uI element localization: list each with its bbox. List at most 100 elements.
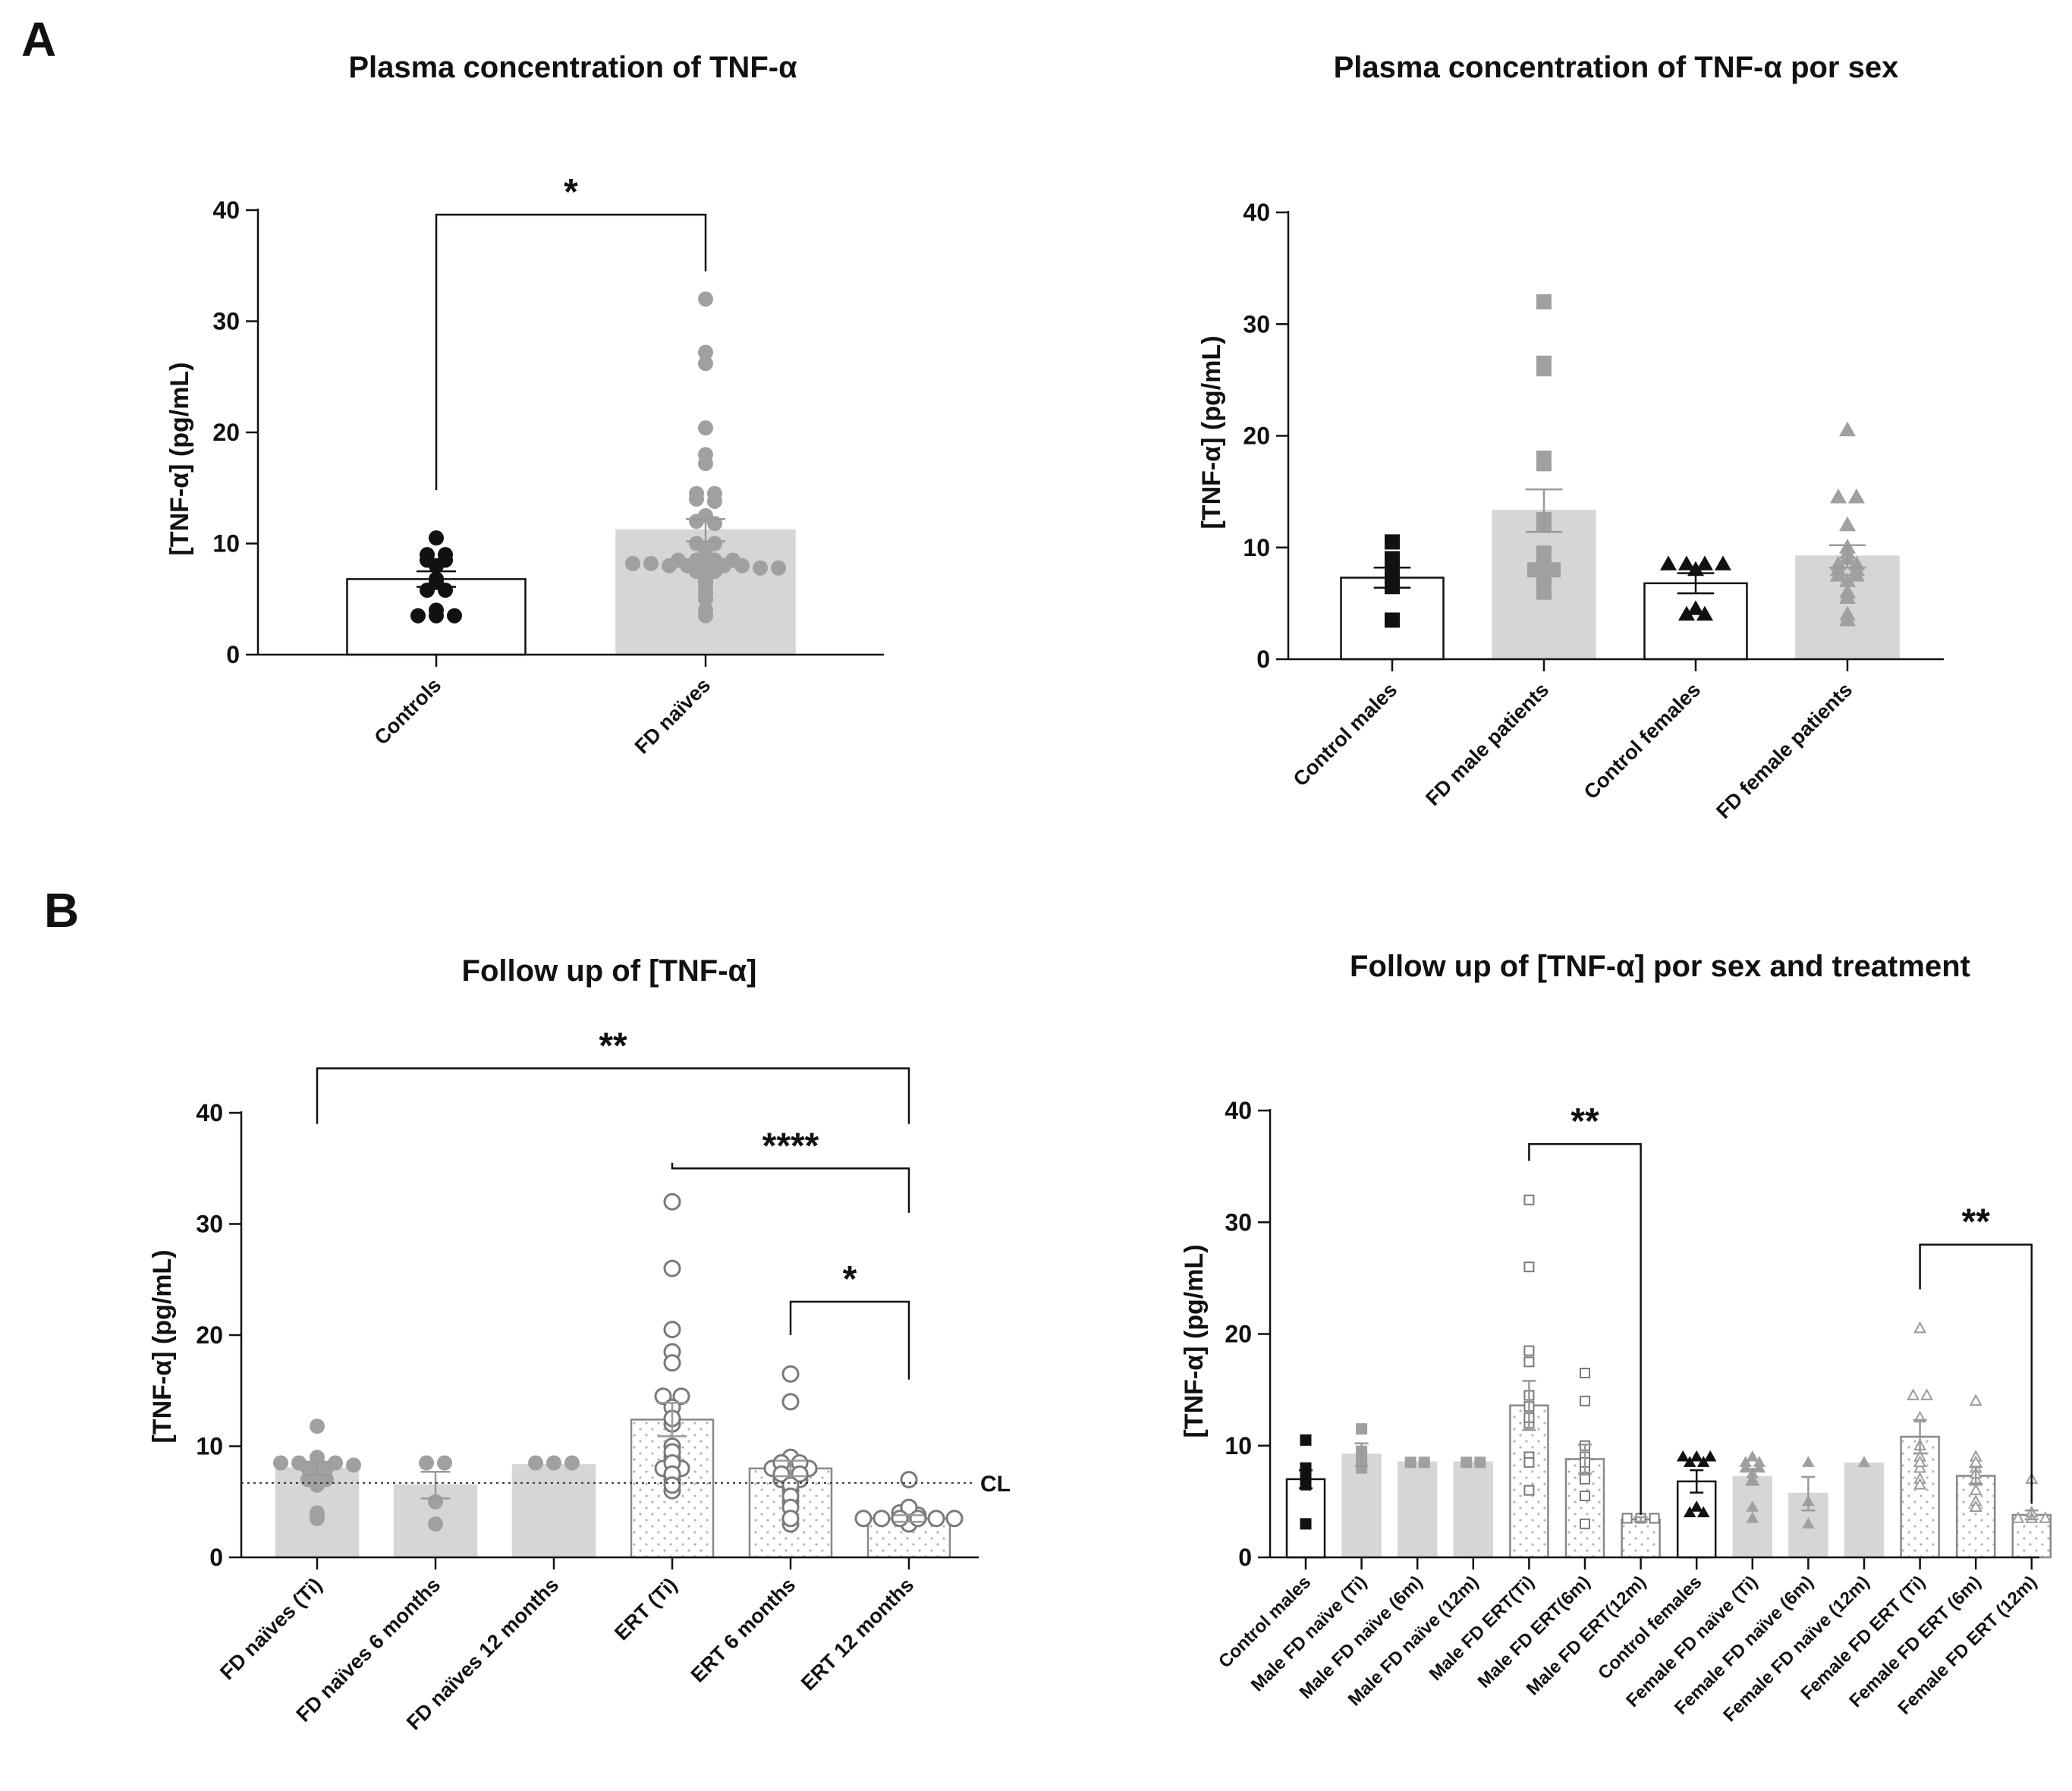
significance-bracket (671, 1162, 910, 1213)
data-point (346, 1457, 361, 1473)
data-point (1696, 555, 1713, 570)
data-point (1848, 488, 1865, 504)
data-point (1839, 572, 1856, 587)
y-tick-label: 20 (212, 419, 240, 446)
data-point (2039, 1511, 2052, 1523)
data-point (310, 1419, 325, 1434)
data-point (437, 1455, 452, 1471)
data-point (1683, 1456, 1696, 1467)
data-point (1746, 1450, 1759, 1462)
significance-label: * (564, 172, 578, 212)
data-point (1696, 605, 1713, 621)
data-point (1690, 1500, 1703, 1512)
data-point (419, 1455, 434, 1471)
y-tick-label: 10 (196, 1433, 223, 1460)
significance-label: ** (599, 1026, 627, 1066)
data-point (1621, 1513, 1633, 1524)
data-point (927, 1510, 945, 1528)
data-point (1523, 1356, 1535, 1368)
y-tick-label: 20 (1243, 423, 1270, 450)
significance-bracket (1919, 1243, 2033, 1504)
data-point (410, 608, 426, 624)
data-point (428, 1516, 443, 1532)
y-tick-label: 10 (1225, 1432, 1252, 1460)
data-point (291, 1455, 307, 1471)
data-point (1753, 1456, 1766, 1467)
y-tick-label: 0 (226, 641, 240, 668)
data-point (891, 1510, 909, 1528)
data-point (1385, 551, 1400, 567)
panel-label-a: A (21, 12, 56, 67)
data-point (1580, 1473, 1590, 1485)
data-point (945, 1510, 964, 1528)
y-axis-label: [TNF-α] (pg/mL) (1180, 1244, 1209, 1438)
data-point (310, 1510, 325, 1526)
data-point (1913, 1455, 1927, 1468)
data-point (273, 1455, 288, 1471)
data-point (663, 1192, 681, 1211)
x-tick-label: Control females (1580, 678, 1705, 803)
x-tick-label: ERT 12 months (797, 1573, 918, 1695)
x-tick-label: ERT (Ti) (610, 1573, 681, 1645)
bar (1844, 1463, 1885, 1559)
data-point (1839, 611, 1856, 627)
data-point (1690, 1450, 1703, 1462)
data-point (1848, 567, 1865, 582)
chart-follow-up-tnf: Follow up of [TNF-α] [TNF-α] (pg/mL) 0 10… (148, 954, 1011, 1734)
data-point (1920, 1388, 1934, 1400)
data-point (663, 1354, 681, 1372)
y-axis-label: [TNF-α] (pg/mL) (148, 1249, 177, 1443)
data-point (1356, 1423, 1368, 1435)
significance-label: * (843, 1259, 857, 1299)
data-point (707, 564, 722, 580)
chart-tnf-by-sex: Plasma concentration of TNF-α por sex [T… (1197, 51, 1944, 823)
y-tick-label: 30 (1243, 310, 1270, 338)
chart-title: Plasma concentration of TNF-α por sex (1334, 51, 1899, 84)
significance-bracket (789, 1300, 910, 1380)
data-point (663, 1476, 681, 1494)
data-point (1802, 1456, 1815, 1467)
x-tick-label: FD naïves (630, 674, 715, 758)
data-point (698, 420, 713, 436)
x-tick-label: ERT 6 months (687, 1573, 800, 1687)
y-tick-label: 0 (1238, 1544, 1252, 1571)
y-tick-label: 30 (212, 308, 240, 335)
data-point (438, 552, 453, 568)
y-axis-label: [TNF-α] (pg/mL) (165, 362, 194, 555)
data-point (707, 485, 722, 501)
data-point (1830, 488, 1847, 504)
y-tick-label: 0 (209, 1544, 223, 1571)
data-point (791, 1465, 809, 1483)
significance-bracket (1528, 1142, 1642, 1516)
data-point (643, 555, 659, 571)
data-point (1848, 555, 1865, 570)
bar (1453, 1461, 1494, 1559)
data-point (1746, 1500, 1759, 1512)
y-tick-label: 40 (1243, 199, 1270, 226)
data-point (1418, 1456, 1430, 1469)
x-tick-label: FD female patients (1712, 678, 1857, 823)
data-point (1715, 555, 1731, 570)
data-point (900, 1470, 918, 1488)
y-tick-label: 20 (196, 1321, 223, 1349)
significance-label: ** (1571, 1101, 1599, 1142)
significance-label: **** (762, 1126, 819, 1166)
data-point (698, 574, 713, 590)
data-point (1523, 1262, 1535, 1273)
data-point (1969, 1394, 1982, 1406)
data-point (1580, 1395, 1590, 1406)
y-tick-label: 30 (1225, 1208, 1252, 1236)
data-point (753, 560, 768, 576)
data-point (1913, 1321, 1927, 1334)
data-point (698, 608, 713, 624)
data-point (1300, 1434, 1312, 1446)
data-point (707, 552, 722, 568)
data-point (781, 1393, 800, 1411)
data-point (698, 541, 713, 557)
data-point (1474, 1456, 1486, 1469)
data-point (564, 1455, 580, 1471)
y-tick-label: 10 (1243, 534, 1270, 561)
bar (1397, 1461, 1438, 1559)
data-point (1683, 1506, 1696, 1518)
data-point (698, 344, 713, 360)
